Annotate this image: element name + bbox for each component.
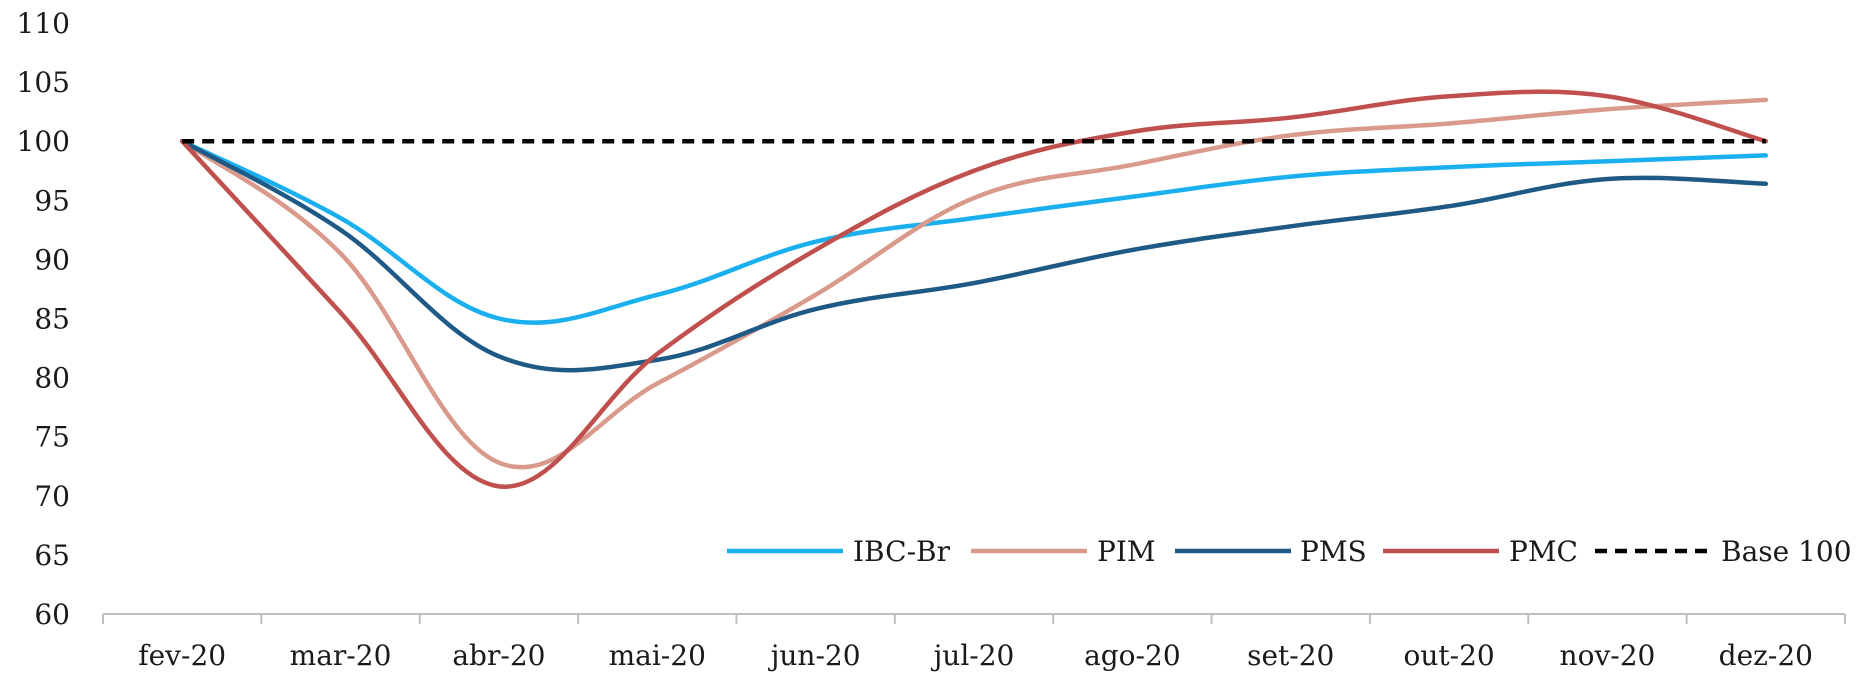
series-line-ibc-br	[179, 138, 1769, 325]
series-layer	[179, 89, 1769, 489]
x-tick-label: jun-20	[768, 639, 861, 672]
y-tick-label: 90	[34, 243, 70, 276]
legend-label-pim: PIM	[1097, 535, 1156, 568]
x-tick-label: fev-20	[138, 639, 226, 672]
x-tick-label: ago-20	[1084, 639, 1181, 672]
legend-label-pms: PMS	[1300, 535, 1367, 568]
y-tick-label: 80	[34, 362, 70, 395]
axes: fev-20 mar-20 abr-20 mai-20 jun-20 jul-20 ago-…	[17, 7, 1846, 672]
x-tick-label: abr-20	[452, 639, 545, 672]
series-line-pim	[179, 97, 1769, 470]
x-tick-label: mai-20	[609, 639, 706, 672]
y-tick-label: 65	[34, 539, 70, 572]
y-tick-label: 60	[34, 598, 70, 631]
y-tick-label: 105	[17, 66, 70, 99]
series-line-pmc	[179, 89, 1769, 489]
x-tick-label: jul-20	[931, 639, 1015, 672]
y-tick-label: 95	[34, 184, 70, 217]
x-tick-label: set-20	[1247, 639, 1334, 672]
y-tick-label: 70	[34, 480, 70, 513]
y-tick-label: 75	[34, 421, 70, 454]
x-tick-label: dez-20	[1719, 639, 1813, 672]
legend: IBC-Br PIM PMS PMC Base 100	[727, 535, 1852, 568]
legend-label-ibc-br: IBC-Br	[853, 535, 951, 568]
x-tick-label: nov-20	[1560, 639, 1656, 672]
series-line-pms	[179, 138, 1769, 373]
legend-label-base-100: Base 100	[1721, 535, 1852, 568]
x-tick-label: out-20	[1403, 639, 1494, 672]
legend-label-pmc: PMC	[1509, 535, 1578, 568]
y-tick-label: 85	[34, 303, 70, 336]
y-tick-label: 110	[17, 7, 70, 40]
y-tick-label: 100	[17, 125, 70, 158]
x-tick-label: mar-20	[290, 639, 392, 672]
